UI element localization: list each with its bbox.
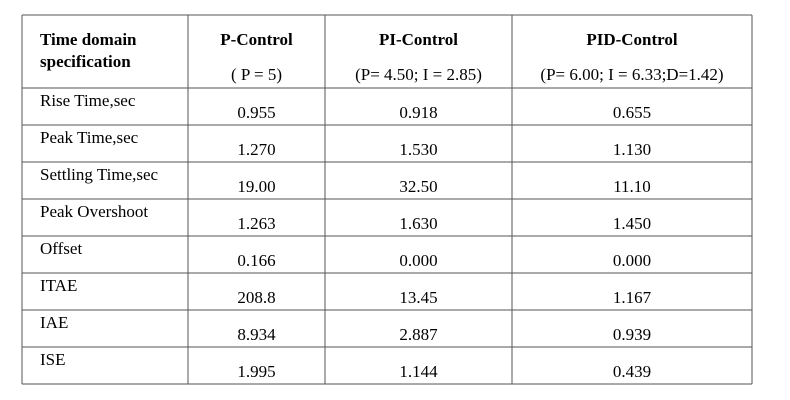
column-params: (P= 4.50; I = 2.85) xyxy=(355,65,482,84)
cell-value: 19.00 xyxy=(237,177,275,196)
cell-value: 0.655 xyxy=(613,103,651,122)
cell-value: 1.144 xyxy=(399,362,438,381)
cell-value: 1.450 xyxy=(613,214,651,233)
cell-value: 1.630 xyxy=(399,214,437,233)
cell-value: 8.934 xyxy=(237,325,276,344)
cell-value: 2.887 xyxy=(399,325,438,344)
row-label: Peak Time,sec xyxy=(40,128,139,147)
cell-value: 11.10 xyxy=(613,177,651,196)
column-params: ( P = 5) xyxy=(231,65,282,84)
cell-value: 1.270 xyxy=(237,140,275,159)
cell-value: 1.530 xyxy=(399,140,437,159)
cell-value: 0.000 xyxy=(613,251,651,270)
cell-value: 0.439 xyxy=(613,362,651,381)
column-name: PID-Control xyxy=(586,30,678,49)
column-name: PI-Control xyxy=(379,30,458,49)
header-spec: Time domain xyxy=(40,30,137,49)
row-label: Settling Time,sec xyxy=(40,165,159,184)
cell-value: 32.50 xyxy=(399,177,437,196)
cell-value: 1.263 xyxy=(237,214,275,233)
cell-value: 1.130 xyxy=(613,140,651,159)
row-label: Offset xyxy=(40,239,82,258)
cell-value: 0.000 xyxy=(399,251,437,270)
cell-value: 13.45 xyxy=(399,288,437,307)
cell-value: 0.955 xyxy=(237,103,275,122)
row-label: ISE xyxy=(40,350,66,369)
cell-value: 208.8 xyxy=(237,288,275,307)
cell-value: 0.939 xyxy=(613,325,651,344)
row-label: IAE xyxy=(40,313,68,332)
cell-value: 1.167 xyxy=(613,288,652,307)
header-spec: specification xyxy=(40,52,131,71)
row-label: Rise Time,sec xyxy=(40,91,136,110)
column-name: P-Control xyxy=(220,30,293,49)
cell-value: 0.918 xyxy=(399,103,437,122)
cell-value: 1.995 xyxy=(237,362,275,381)
row-label: ITAE xyxy=(40,276,77,295)
column-params: (P= 6.00; I = 6.33;D=1.42) xyxy=(540,65,723,84)
cell-value: 0.166 xyxy=(237,251,275,270)
row-label: Peak Overshoot xyxy=(40,202,148,221)
